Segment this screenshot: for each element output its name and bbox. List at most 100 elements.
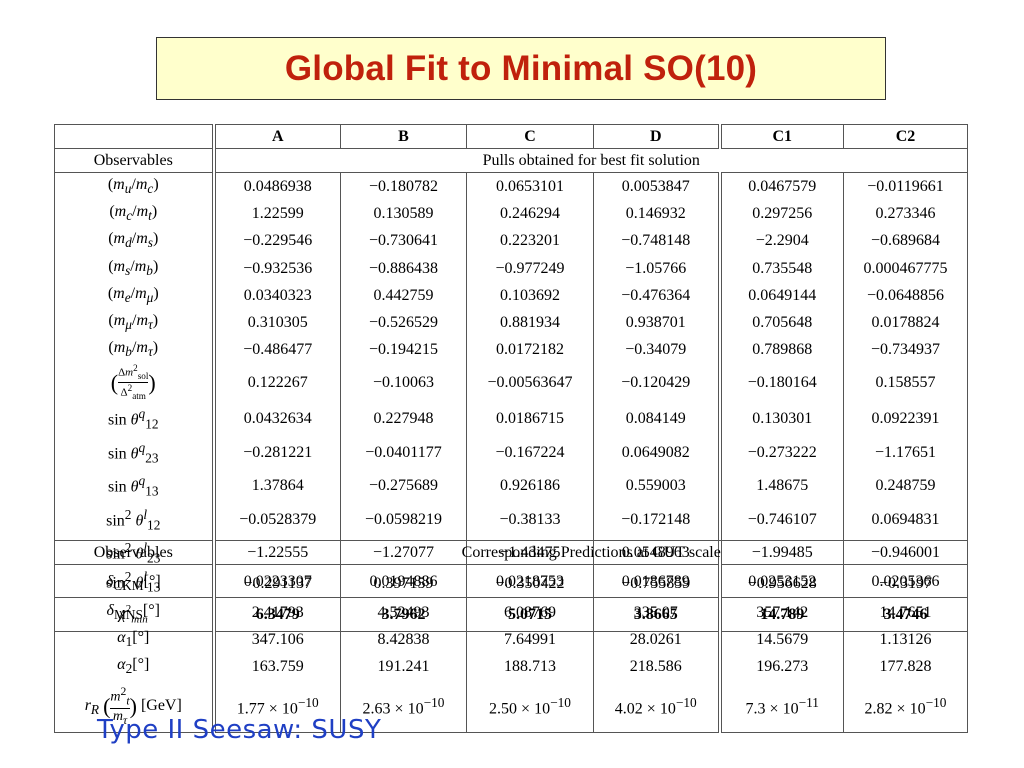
table-cell: 0.0340323: [213, 281, 341, 309]
table-cell: 0.0186715: [466, 402, 594, 436]
table-cell: −0.0528379: [213, 502, 341, 537]
table-cell: 0.789868: [719, 336, 844, 364]
table-cell: −0.730641: [340, 227, 467, 255]
table-row: sin θq23 −0.281221 −0.0401177 −0.167224 0.06…: [54, 435, 968, 470]
table-cell: −0.34079: [593, 336, 722, 364]
table-cell: −0.886438: [340, 254, 467, 282]
table-cell: 0.0194886: [340, 563, 467, 599]
table-cell: 28.0261: [593, 625, 722, 653]
row-label: (Δm2sol Δ2atm): [54, 363, 216, 402]
table-cell: 0.158557: [843, 363, 968, 402]
table-cell: −0.38133: [466, 502, 594, 537]
table-cell: 0.0172182: [466, 336, 594, 364]
table-row: (mu/mc) 0.0486938 −0.180782 0.0653101 0.0053…: [54, 172, 968, 201]
table-row: (mb/mτ) −0.486477 −0.194215 0.0172182 −0.340…: [54, 336, 968, 364]
row-label: sin θq13: [54, 469, 216, 503]
table-cell: −0.281221: [213, 435, 341, 470]
page-title: Global Fit to Minimal SO(10): [284, 48, 758, 88]
row-label: (mc/mt): [54, 200, 216, 228]
table-cell: 0.246294: [466, 200, 594, 228]
table-cell: −0.172148: [593, 502, 722, 537]
column-header: C1: [719, 124, 844, 149]
table-cell: 0.103692: [466, 281, 594, 309]
table-cell: 1.13126: [843, 625, 968, 653]
table-cell: 2.63 × 10−10: [340, 680, 467, 734]
table-cell: 0.0653101: [466, 172, 594, 201]
table-cell: 0.130589: [340, 200, 467, 228]
table-cell: 196.273: [719, 652, 844, 681]
table-row: (me/mμ) 0.0340323 0.442759 0.103692 −0.47636…: [54, 281, 968, 309]
section-header-row: Observables Corresponding Predictions at…: [54, 540, 968, 565]
table-cell: 0.122267: [213, 363, 341, 402]
table-cell: 0.310305: [213, 308, 341, 337]
column-header: B: [340, 124, 467, 149]
section-heading: Pulls obtained for best fit solution: [213, 148, 968, 173]
row-label: (me/mμ): [54, 281, 216, 309]
row-label: δMNS[°]: [54, 598, 216, 626]
table-cell: −0.0648856: [843, 281, 968, 309]
table-cell: 357.142: [719, 598, 844, 626]
table-cell: −2.2904: [719, 227, 844, 255]
table-cell: −0.10063: [340, 363, 467, 402]
table-cell: −0.273222: [719, 435, 844, 470]
table-cell: 0.926186: [466, 469, 594, 503]
table-cell: 2.50 × 10−10: [466, 680, 594, 734]
row-label: (mb/mτ): [54, 336, 216, 364]
table-cell: 0.735548: [719, 254, 844, 282]
row-label: sin2 θl13: [54, 563, 216, 599]
table-cell: 0.938701: [593, 308, 722, 337]
predictions-body: sin2 θl13 0.0223307 0.0194886 0.0218753 0.01…: [54, 563, 968, 734]
table-cell: 1.37864: [213, 469, 341, 503]
table-row: sin θq12 0.0432634 0.227948 0.0186715 0.0841…: [54, 402, 968, 436]
table-cell: 0.0186789: [593, 563, 722, 599]
table-cell: 4.52493: [340, 598, 467, 626]
table-cell: 0.0053847: [593, 172, 722, 201]
table-row: α2[°] 163.759 191.241 188.713 218.586 196.273…: [54, 652, 968, 681]
table-row: δMNS[°] 2.41793 4.52493 6.08769 335.07 357.14…: [54, 598, 968, 626]
table-cell: 0.705648: [719, 308, 844, 337]
table-cell: 0.146932: [593, 200, 722, 228]
table-row: (md/ms) −0.229546 −0.730641 0.223201 −0.7481…: [54, 227, 968, 255]
row-label: (mμ/mτ): [54, 308, 216, 337]
table-cell: −0.0598219: [340, 502, 467, 537]
table-cell: 14.5679: [719, 625, 844, 653]
column-header: C: [466, 124, 594, 149]
table-cell: −0.977249: [466, 254, 594, 282]
row-label: rR (m2t mτ) [GeV]: [54, 680, 216, 734]
table-cell: 6.08769: [466, 598, 594, 626]
table-cell: −0.275689: [340, 469, 467, 503]
table-cell: 163.759: [213, 652, 341, 681]
table-cell: 1.48675: [719, 469, 844, 503]
table-cell: 0.0467579: [719, 172, 844, 201]
table-row: (Δm2sol Δ2atm) 0.122267 −0.10063 −0.00563647…: [54, 363, 968, 402]
table-cell: 0.559003: [593, 469, 722, 503]
predictions-table: Observables Corresponding Predictions at…: [54, 540, 968, 734]
table-cell: 347.106: [213, 625, 341, 653]
table-cell: −0.748148: [593, 227, 722, 255]
table-cell: 188.713: [466, 652, 594, 681]
table-cell: 14.7651: [843, 598, 968, 626]
row-label: (mu/mc): [54, 172, 216, 201]
table-row: sin θq13 1.37864 −0.275689 0.926186 0.559003…: [54, 469, 968, 503]
table-cell: −0.167224: [466, 435, 594, 470]
table-cell: 191.241: [340, 652, 467, 681]
observables-label: Observables: [54, 540, 216, 565]
column-header-row: A B C D C1 C2: [54, 124, 968, 149]
row-label: sin θq23: [54, 435, 216, 470]
table-cell: −0.932536: [213, 254, 341, 282]
table-cell: 2.82 × 10−10: [843, 680, 968, 734]
column-header: C2: [843, 124, 968, 149]
table-cell: −0.746107: [719, 502, 844, 537]
table-cell: −0.486477: [213, 336, 341, 364]
table-cell: 1.77 × 10−10: [213, 680, 341, 734]
table-cell: 0.0649144: [719, 281, 844, 309]
table-cell: 0.0432634: [213, 402, 341, 436]
table-cell: −0.526529: [340, 308, 467, 337]
table-cell: 0.0486938: [213, 172, 341, 201]
row-label: α2[°]: [54, 652, 216, 681]
table-cell: −0.180164: [719, 363, 844, 402]
footer-caption: Type II Seesaw: SUSY: [97, 715, 382, 745]
table-cell: 0.297256: [719, 200, 844, 228]
table-cell: 2.41793: [213, 598, 341, 626]
row-label: α1[°]: [54, 625, 216, 653]
